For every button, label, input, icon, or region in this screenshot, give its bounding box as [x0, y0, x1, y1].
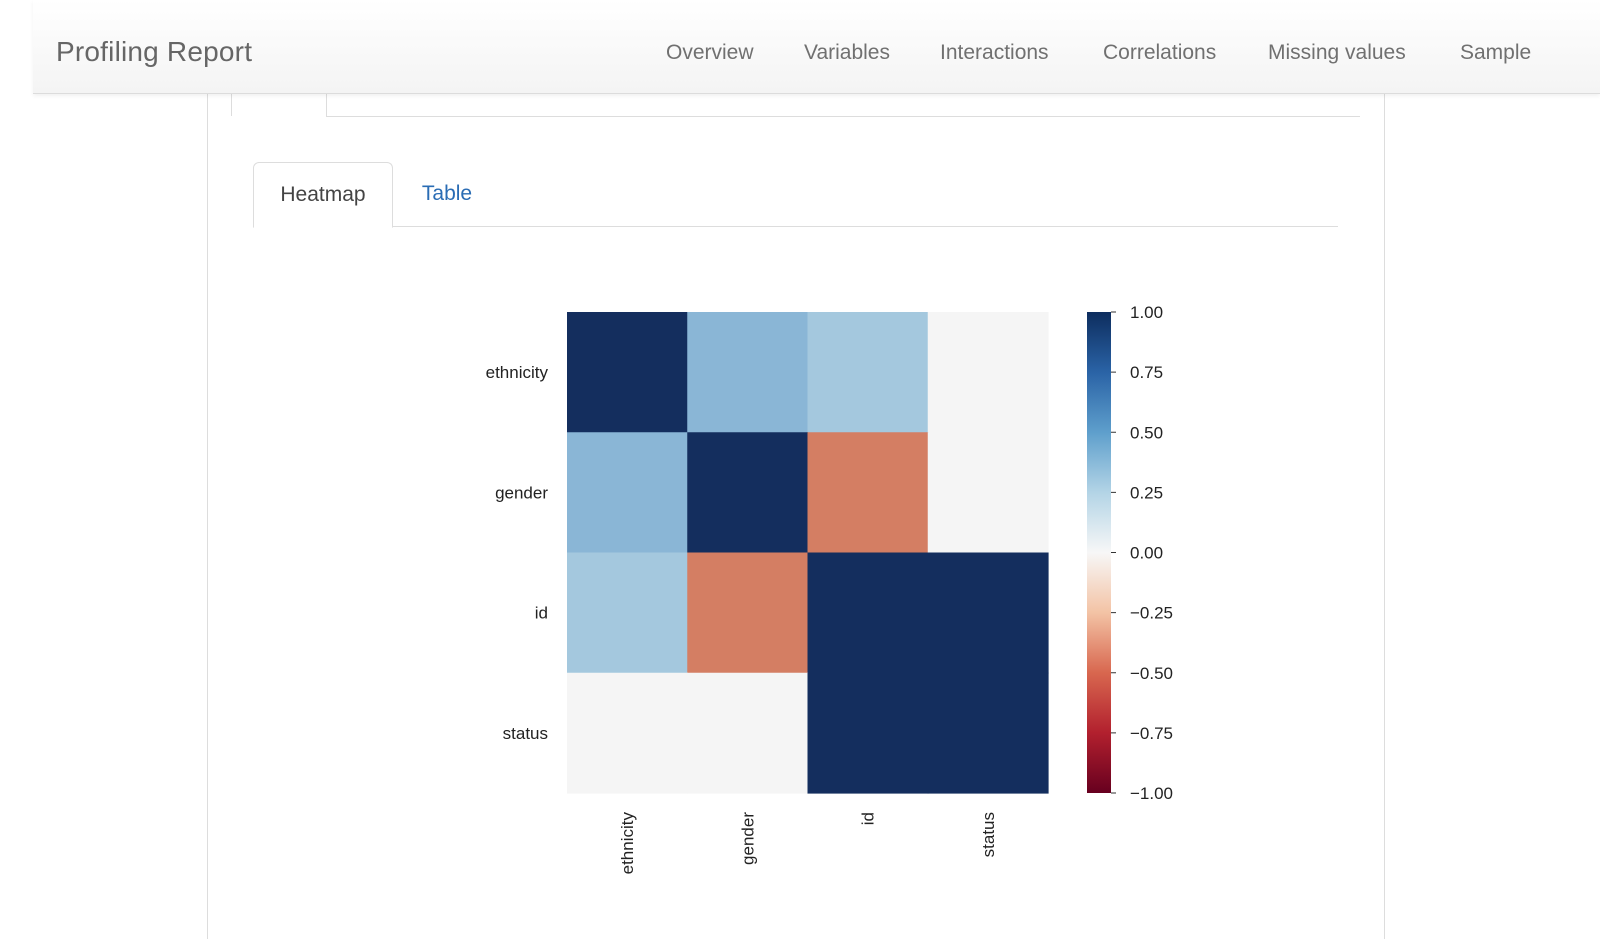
heatmap-cell — [807, 312, 929, 433]
tab-divider — [253, 226, 1338, 227]
outer-tab-border — [231, 93, 232, 116]
outer-tab-border — [326, 93, 327, 117]
heatmap-cell — [927, 672, 1049, 794]
colorbar-tick-label: −0.50 — [1130, 664, 1173, 683]
brand-title[interactable]: Profiling Report — [56, 36, 253, 67]
heatmap-cell — [567, 552, 688, 674]
heatmap-cell — [807, 432, 929, 554]
column-label: gender — [738, 812, 757, 865]
row-label: id — [535, 604, 548, 623]
colorbar-tick-label: 0.25 — [1130, 483, 1163, 502]
heatmap-cell — [687, 432, 809, 554]
heatmap-cell — [687, 552, 809, 674]
heatmap-cell — [687, 672, 809, 794]
row-label: status — [503, 724, 548, 743]
column-label: ethnicity — [618, 812, 637, 875]
heatmap-cell — [807, 672, 929, 794]
tab-heatmap[interactable]: Heatmap — [253, 162, 393, 228]
heatmap-cell — [567, 312, 688, 433]
nav-correlations[interactable]: Correlations — [1103, 41, 1217, 64]
heatmap-cell — [687, 312, 809, 433]
nav-missing-values[interactable]: Missing values — [1268, 41, 1406, 64]
heatmap-cell — [567, 432, 688, 554]
colorbar-tick-label: −0.75 — [1130, 724, 1173, 743]
heatmap-cell — [807, 552, 929, 674]
column-label: status — [979, 812, 998, 857]
row-label: ethnicity — [486, 363, 549, 382]
heatmap-cell — [927, 552, 1049, 674]
tab-table[interactable]: Table — [421, 182, 473, 205]
row-label: gender — [495, 483, 548, 502]
colorbar-tick-label: 0.50 — [1130, 423, 1163, 442]
heatmap-cell — [927, 312, 1049, 433]
nav-variables[interactable]: Variables — [804, 41, 890, 64]
nav-overview[interactable]: Overview — [666, 41, 754, 64]
nav-sample[interactable]: Sample — [1460, 41, 1532, 64]
colorbar-tick-label: 1.00 — [1130, 303, 1163, 322]
heatmap-cell — [567, 672, 688, 794]
colorbar-tick-label: −1.00 — [1130, 784, 1173, 803]
nav-interactions[interactable]: Interactions — [940, 41, 1049, 64]
colorbar-tick-label: 0.75 — [1130, 363, 1163, 382]
top-navbar: Profiling Report Overview Variables Inte… — [33, 0, 1600, 94]
heatmap-cell — [927, 432, 1049, 554]
outer-tab-divider — [326, 116, 1360, 117]
column-label: id — [859, 812, 878, 825]
colorbar-tick-label: −0.25 — [1130, 604, 1173, 623]
colorbar-tick-label: 0.00 — [1130, 544, 1163, 563]
colorbar — [1087, 312, 1111, 793]
